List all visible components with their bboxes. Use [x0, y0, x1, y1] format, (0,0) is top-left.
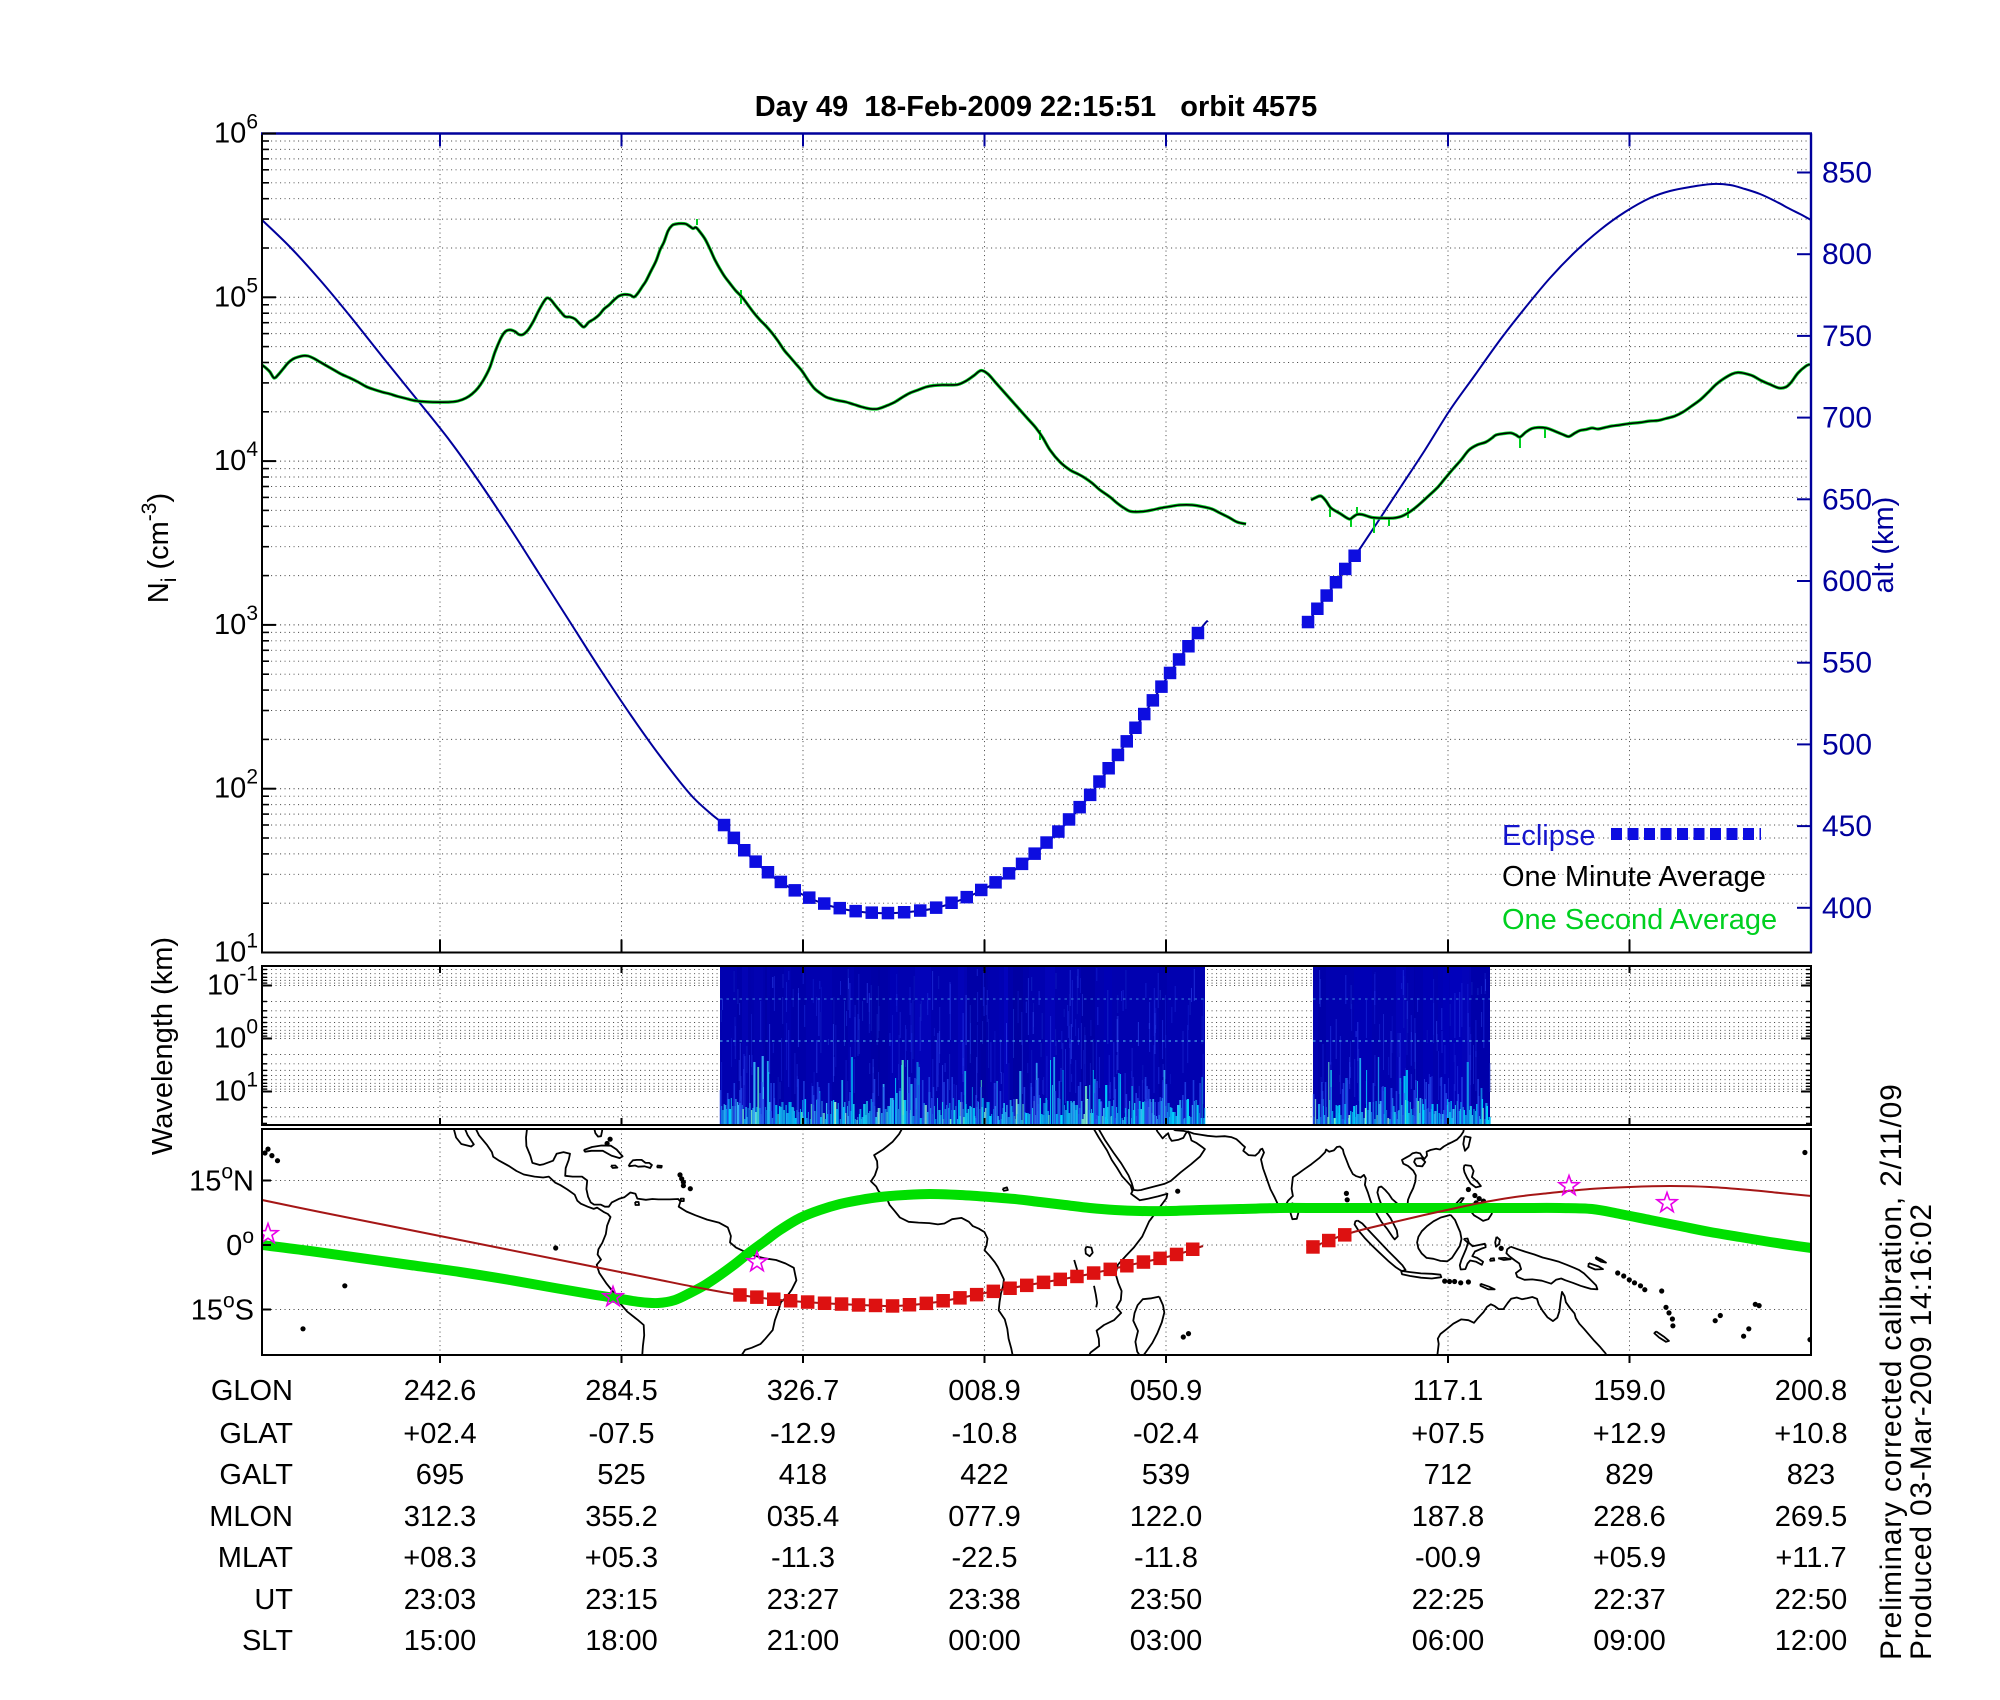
svg-text:+08.3: +08.3 [403, 1542, 476, 1574]
svg-text:823: 823 [1787, 1459, 1835, 1491]
svg-text:418: 418 [779, 1459, 827, 1491]
svg-text:+12.9: +12.9 [1593, 1418, 1666, 1450]
svg-text:-11.3: -11.3 [771, 1542, 835, 1574]
svg-text:+05.3: +05.3 [585, 1542, 658, 1574]
svg-text:187.8: 187.8 [1412, 1501, 1485, 1533]
svg-text:Preliminary corrected calibrat: Preliminary corrected calibration, 2/11/… [1875, 1083, 1908, 1660]
svg-text:+10.8: +10.8 [1774, 1418, 1847, 1450]
svg-text:077.9: 077.9 [948, 1501, 1021, 1533]
svg-text:500: 500 [1822, 728, 1872, 761]
svg-text:200.8: 200.8 [1775, 1375, 1848, 1407]
svg-text:+05.9: +05.9 [1593, 1542, 1666, 1574]
svg-text:23:15: 23:15 [585, 1584, 658, 1616]
svg-text:550: 550 [1822, 647, 1872, 680]
svg-text:One Second Average: One Second Average [1502, 904, 1777, 936]
svg-text:-22.5: -22.5 [951, 1542, 1017, 1574]
svg-text:284.5: 284.5 [585, 1375, 658, 1407]
svg-text:+11.7: +11.7 [1775, 1542, 1846, 1574]
svg-text:700: 700 [1822, 402, 1872, 435]
svg-text:15:00: 15:00 [404, 1625, 477, 1657]
svg-text:829: 829 [1605, 1459, 1653, 1491]
svg-text:+02.4: +02.4 [403, 1418, 476, 1450]
svg-text:One Minute Average: One Minute Average [1502, 861, 1766, 893]
svg-text:Wavelength (km): Wavelength (km) [147, 937, 179, 1155]
svg-text:228.6: 228.6 [1593, 1501, 1666, 1533]
svg-text:400: 400 [1822, 892, 1872, 925]
svg-text:Produced 03-Mar-2009 14:16:02: Produced 03-Mar-2009 14:16:02 [1905, 1203, 1938, 1660]
svg-text:008.9: 008.9 [948, 1375, 1021, 1407]
svg-text:22:50: 22:50 [1775, 1584, 1848, 1616]
svg-text:+07.5: +07.5 [1411, 1418, 1484, 1450]
svg-text:242.6: 242.6 [404, 1375, 477, 1407]
svg-text:035.4: 035.4 [767, 1501, 840, 1533]
svg-text:21:00: 21:00 [767, 1625, 840, 1657]
svg-text:23:27: 23:27 [767, 1584, 840, 1616]
svg-text:312.3: 312.3 [404, 1501, 477, 1533]
svg-text:06:00: 06:00 [1412, 1625, 1485, 1657]
svg-text:22:37: 22:37 [1593, 1584, 1666, 1616]
svg-text:-00.9: -00.9 [1415, 1542, 1481, 1574]
svg-text:Ni (cm-3): Ni (cm-3) [138, 493, 181, 603]
svg-text:539: 539 [1142, 1459, 1190, 1491]
svg-text:117.1: 117.1 [1413, 1375, 1483, 1407]
svg-text:-07.5: -07.5 [588, 1418, 654, 1450]
svg-text:12:00: 12:00 [1775, 1625, 1848, 1657]
svg-text:-11.8: -11.8 [1134, 1542, 1198, 1574]
svg-text:122.0: 122.0 [1130, 1501, 1203, 1533]
svg-text:050.9: 050.9 [1130, 1375, 1203, 1407]
svg-text:03:00: 03:00 [1130, 1625, 1203, 1657]
svg-text:355.2: 355.2 [585, 1501, 658, 1533]
svg-text:750: 750 [1822, 320, 1872, 353]
svg-text:450: 450 [1822, 810, 1872, 843]
svg-text:159.0: 159.0 [1593, 1375, 1666, 1407]
svg-text:23:03: 23:03 [404, 1584, 477, 1616]
svg-text:GLON: GLON [211, 1375, 293, 1407]
svg-text:712: 712 [1424, 1459, 1472, 1491]
svg-text:695: 695 [416, 1459, 464, 1491]
svg-text:-02.4: -02.4 [1133, 1418, 1199, 1450]
svg-text:09:00: 09:00 [1593, 1625, 1666, 1657]
svg-text:GALT: GALT [219, 1459, 293, 1491]
svg-text:326.7: 326.7 [767, 1375, 840, 1407]
svg-text:850: 850 [1822, 157, 1872, 190]
svg-text:SLT: SLT [242, 1625, 293, 1657]
svg-text:22:25: 22:25 [1412, 1584, 1485, 1616]
svg-text:00:00: 00:00 [948, 1625, 1021, 1657]
svg-text:800: 800 [1822, 238, 1872, 271]
svg-text:Eclipse: Eclipse [1502, 820, 1596, 852]
svg-text:MLAT: MLAT [218, 1542, 293, 1574]
svg-text:269.5: 269.5 [1775, 1501, 1848, 1533]
svg-text:GLAT: GLAT [219, 1418, 293, 1450]
svg-text:-10.8: -10.8 [951, 1418, 1017, 1450]
svg-text:15oS: 15oS [191, 1290, 254, 1327]
svg-text:23:50: 23:50 [1130, 1584, 1203, 1616]
svg-text:23:38: 23:38 [948, 1584, 1021, 1616]
svg-text:Day 49 18-Feb-2009 22:15:51: Day 49 18-Feb-2009 22:15:51 orbit 4575 [755, 91, 1318, 123]
svg-text:106: 106 [214, 111, 258, 150]
svg-text:422: 422 [960, 1459, 1008, 1491]
svg-text:18:00: 18:00 [585, 1625, 658, 1657]
svg-text:600: 600 [1822, 565, 1872, 598]
svg-text:UT: UT [254, 1584, 293, 1616]
svg-text:-12.9: -12.9 [770, 1418, 836, 1450]
svg-text:525: 525 [597, 1459, 645, 1491]
svg-text:alt (km): alt (km) [1868, 497, 1900, 594]
svg-text:MLON: MLON [209, 1501, 293, 1533]
svg-text:650: 650 [1822, 483, 1872, 516]
